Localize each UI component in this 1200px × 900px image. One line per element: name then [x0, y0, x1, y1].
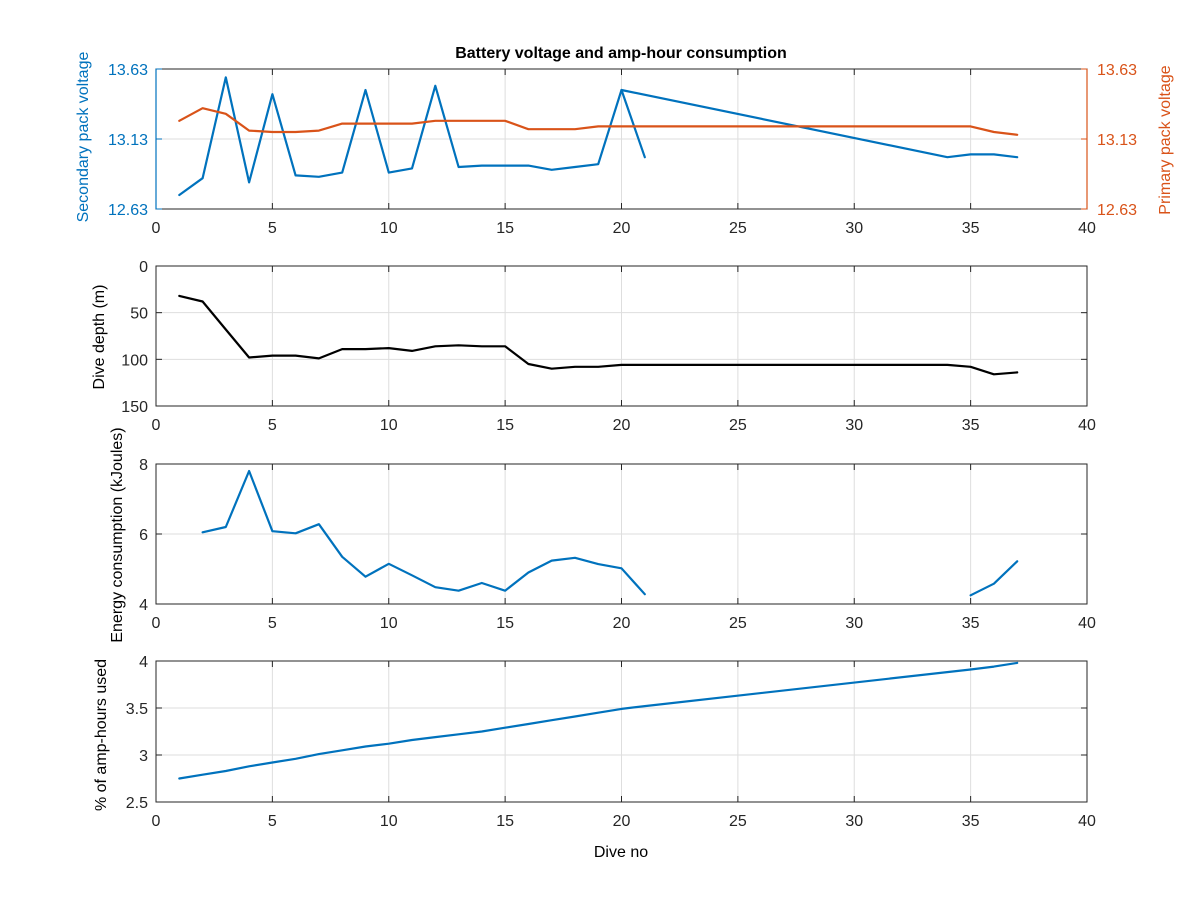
x-tick-label: 30 — [845, 615, 863, 632]
x-tick-label: 40 — [1078, 813, 1096, 830]
x-tick-label: 0 — [152, 417, 161, 434]
x-tick-label: 35 — [962, 813, 980, 830]
x-tick-label: 35 — [962, 615, 980, 632]
y-tick-label: 3 — [139, 748, 148, 765]
ylabel-primary-voltage: Primary pack voltage — [1157, 65, 1174, 214]
x-tick-label: 30 — [845, 813, 863, 830]
series-line-0 — [178, 294, 1019, 376]
x-tick-label: 20 — [613, 220, 631, 237]
y-tick-label: 8 — [139, 457, 148, 474]
series-line-left-1 — [620, 88, 1019, 159]
x-tick-label: 40 — [1078, 220, 1096, 237]
x-tick-label: 20 — [613, 813, 631, 830]
x-tick-label: 5 — [268, 615, 277, 632]
x-tick-label: 10 — [380, 417, 398, 434]
x-tick-label: 25 — [729, 417, 747, 434]
x-tick-label: 40 — [1078, 417, 1096, 434]
panel-depth: 0 5 10 15 20 25 30 35 40 0 50 100 150 — [121, 259, 1096, 434]
series-line-left-0 — [178, 76, 646, 197]
x-tick-label: 5 — [268, 417, 277, 434]
y-tick-label: 13.63 — [108, 62, 148, 79]
x-tick-label: 10 — [380, 813, 398, 830]
y-tick-label: 3.5 — [126, 701, 148, 718]
x-tick-label: 0 — [152, 813, 161, 830]
series-line-right-2 — [178, 107, 1019, 136]
series-line-0 — [178, 661, 1019, 780]
y-tick-label-right: 13.13 — [1097, 132, 1137, 149]
figure-title: Battery voltage and amp-hour consumption — [455, 45, 787, 62]
x-tick-label: 25 — [729, 220, 747, 237]
x-tick-label: 20 — [613, 615, 631, 632]
x-tick-label: 25 — [729, 813, 747, 830]
y-tick-label: 6 — [139, 527, 148, 544]
x-tick-label: 10 — [380, 615, 398, 632]
y-tick-label: 2.5 — [126, 795, 148, 812]
x-tick-label: 0 — [152, 220, 161, 237]
y-tick-label: 100 — [121, 352, 148, 369]
ylabel-amp-hours: % of amp-hours used — [93, 659, 110, 811]
y-tick-label: 13.13 — [108, 132, 148, 149]
x-tick-label: 25 — [729, 615, 747, 632]
x-tick-label: 15 — [496, 615, 514, 632]
y-tick-label-right: 13.63 — [1097, 62, 1137, 79]
x-tick-label: 20 — [613, 417, 631, 434]
x-tick-label: 40 — [1078, 615, 1096, 632]
x-tick-label: 35 — [962, 220, 980, 237]
x-tick-label: 15 — [496, 220, 514, 237]
x-tick-label: 15 — [496, 417, 514, 434]
y-tick-label: 12.63 — [108, 202, 148, 219]
ylabel-depth: Dive depth (m) — [91, 285, 108, 390]
x-tick-label: 15 — [496, 813, 514, 830]
x-tick-label: 5 — [268, 220, 277, 237]
x-tick-label: 10 — [380, 220, 398, 237]
y-tick-label: 4 — [139, 654, 148, 671]
x-tick-label: 5 — [268, 813, 277, 830]
panel-energy: 0 5 10 15 20 25 30 35 40 4 6 8 — [139, 457, 1096, 632]
y-tick-label: 0 — [139, 259, 148, 276]
y-tick-label: 150 — [121, 399, 148, 416]
xlabel-dive-no: Dive no — [594, 844, 648, 861]
panel-amp-hours: 0 5 10 15 20 25 30 35 40 2.5 3 3.5 4 — [126, 654, 1096, 830]
x-tick-label: 30 — [845, 220, 863, 237]
ylabel-secondary-voltage: Secondary pack voltage — [75, 52, 92, 223]
panel-voltage: 0 5 10 15 20 25 30 35 4012.6313.1313.6312.6313.1… — [108, 62, 1137, 237]
series-line-1 — [969, 560, 1019, 597]
y-tick-label: 4 — [139, 597, 148, 614]
x-tick-label: 35 — [962, 417, 980, 434]
y-tick-label: 50 — [130, 306, 148, 323]
x-tick-label: 30 — [845, 417, 863, 434]
ylabel-energy: Energy consumption (kJoules) — [109, 427, 126, 642]
y-tick-label-right: 12.63 — [1097, 202, 1137, 219]
x-tick-label: 0 — [152, 615, 161, 632]
series-line-0 — [201, 469, 646, 596]
